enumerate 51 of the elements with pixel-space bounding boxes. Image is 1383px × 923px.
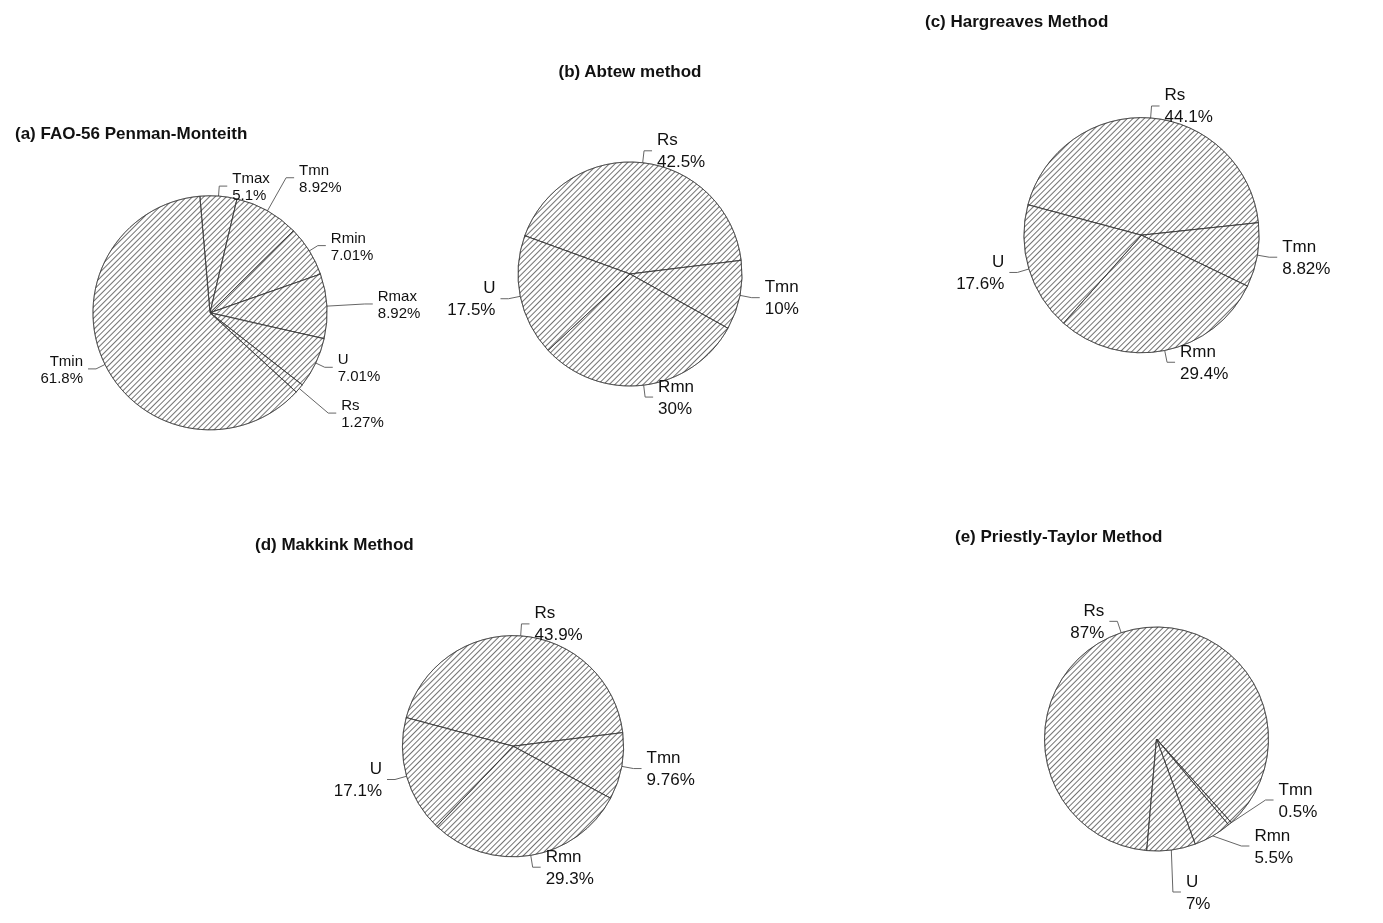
data-label: 5.5% bbox=[1254, 847, 1294, 867]
chart-title: (d) Makkink Method bbox=[255, 535, 414, 554]
data-label: 1.27% bbox=[341, 413, 384, 431]
slice-label: U bbox=[1185, 871, 1199, 891]
slice-label: Rmn bbox=[545, 846, 582, 866]
data-label: 61.8% bbox=[40, 368, 84, 386]
data-label: 17.5% bbox=[447, 300, 496, 320]
data-label: 7% bbox=[1185, 893, 1211, 913]
slice-label: Tmn bbox=[299, 160, 330, 178]
slice-label: Rmn bbox=[1254, 825, 1291, 845]
data-label: 29.3% bbox=[545, 868, 594, 888]
chart-title: (c) Hargreaves Method bbox=[925, 12, 1109, 31]
data-label: 17.6% bbox=[956, 273, 1005, 293]
data-label: 10% bbox=[764, 299, 799, 319]
data-label: 9.76% bbox=[646, 770, 695, 790]
data-label: 30% bbox=[658, 398, 693, 418]
data-label: 7.01% bbox=[337, 367, 381, 385]
slice-label: Tmin bbox=[49, 351, 84, 369]
chart-title: (e) Priestly-Taylor Method bbox=[955, 527, 1163, 546]
slice-label: Tmax bbox=[232, 169, 271, 187]
slice-label: Rmn bbox=[658, 376, 695, 396]
chart-title: (b) Abtew method bbox=[558, 62, 702, 81]
slice-label: Rs bbox=[1164, 85, 1186, 105]
data-label: 87% bbox=[1070, 622, 1105, 642]
data-label: 29.4% bbox=[1180, 363, 1229, 383]
slice-label: Rs bbox=[657, 130, 678, 150]
slice-label: U bbox=[337, 350, 349, 368]
slice-label: Rmin bbox=[330, 228, 366, 246]
slice-label: Rmn bbox=[1180, 341, 1216, 361]
data-label: 8.82% bbox=[1282, 258, 1331, 278]
slice-label: Tmn bbox=[1282, 236, 1317, 256]
slice-label: U bbox=[369, 759, 383, 778]
slice-label: Rs bbox=[341, 396, 360, 414]
data-label: 43.9% bbox=[534, 625, 583, 645]
slice-label: Tmn bbox=[764, 277, 799, 297]
data-label: 8.92% bbox=[377, 303, 421, 321]
data-label: 42.5% bbox=[657, 152, 706, 172]
slice-label: Rs bbox=[534, 603, 556, 623]
data-label: 17.1% bbox=[333, 781, 383, 800]
data-label: 7.01% bbox=[330, 245, 374, 263]
slice-label: U bbox=[992, 251, 1005, 271]
slice-label: Rmax bbox=[377, 286, 418, 304]
chart-title: (a) FAO-56 Penman-Monteith bbox=[15, 124, 248, 143]
data-label: 5.1% bbox=[232, 186, 267, 204]
slice-label: Tmn bbox=[1278, 779, 1313, 799]
data-label: 44.1% bbox=[1164, 107, 1213, 127]
data-label: 0.5% bbox=[1278, 801, 1318, 821]
slice-label: U bbox=[483, 278, 496, 298]
slice-label: Rs bbox=[1083, 600, 1105, 620]
slice-label: Tmn bbox=[646, 748, 681, 768]
data-label: 8.92% bbox=[299, 177, 342, 195]
